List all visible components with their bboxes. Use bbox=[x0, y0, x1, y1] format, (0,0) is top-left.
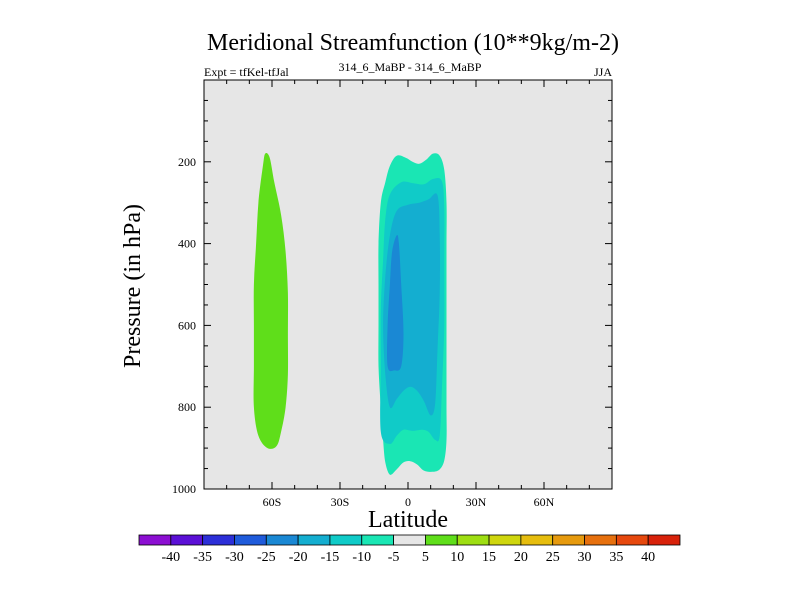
colorbar-box bbox=[234, 534, 267, 546]
y-tick-label: 1000 bbox=[172, 482, 196, 496]
colorbar-box bbox=[425, 534, 458, 546]
colorbar-label: 15 bbox=[482, 550, 496, 565]
colorbar-box bbox=[138, 534, 172, 546]
colorbar-label: 20 bbox=[514, 550, 528, 565]
y-tick-label: 400 bbox=[178, 237, 196, 251]
x-axis-label: Latitude bbox=[368, 507, 448, 533]
experiment-string: Expt = tfKel-tfJal bbox=[204, 65, 289, 79]
colorbar-label: 5 bbox=[422, 550, 429, 565]
colorbar-box bbox=[170, 534, 204, 546]
contour-region-positive-5-to-10 bbox=[253, 153, 289, 449]
y-tick-label: 200 bbox=[178, 155, 196, 169]
y-axis-label: Pressure (in hPa) bbox=[120, 204, 146, 368]
colorbar-label: 25 bbox=[546, 550, 560, 565]
colorbar-box bbox=[488, 534, 522, 546]
contour-fills bbox=[253, 153, 447, 475]
colorbar-label: -10 bbox=[352, 550, 371, 565]
colorbar-label: -5 bbox=[388, 550, 400, 565]
colorbar-label: 30 bbox=[578, 550, 592, 565]
colorbar-label: -15 bbox=[321, 550, 340, 565]
colorbar-box bbox=[202, 534, 235, 546]
colorbar-box bbox=[552, 534, 585, 546]
colorbar-label: 35 bbox=[609, 550, 623, 565]
colorbar-box bbox=[361, 534, 394, 546]
x-tick-label: 30N bbox=[466, 495, 487, 509]
colorbar-label: -35 bbox=[193, 550, 212, 565]
colorbar-box bbox=[584, 534, 617, 546]
colorbar-box bbox=[393, 534, 426, 546]
x-tick-label: 30S bbox=[331, 495, 350, 509]
colorbar-box bbox=[329, 534, 363, 546]
colorbar-box bbox=[265, 534, 299, 546]
y-tick-label: 800 bbox=[178, 400, 196, 414]
colorbar-box bbox=[647, 534, 681, 546]
x-tick-label: 60N bbox=[534, 495, 555, 509]
y-tick-label: 600 bbox=[178, 318, 196, 332]
colorbar-box bbox=[297, 534, 331, 546]
x-tick-label: 0 bbox=[405, 495, 411, 509]
colorbar-box bbox=[615, 534, 649, 546]
colorbar-label: -25 bbox=[257, 550, 276, 565]
colorbar-box bbox=[520, 534, 554, 546]
x-tick-label: 60S bbox=[263, 495, 282, 509]
case-string: 314_6_MaBP - 314_6_MaBP bbox=[339, 60, 482, 74]
contour-region-negative-20-to-25 bbox=[387, 234, 404, 372]
colorbar-label: 40 bbox=[641, 550, 655, 565]
x-axis: 60S 30S 0 30N 60N bbox=[203, 80, 613, 509]
colorbar-label: -30 bbox=[225, 550, 244, 565]
colorbar-label: -40 bbox=[161, 550, 180, 565]
colorbar-label: 10 bbox=[450, 550, 464, 565]
y-axis: 200 400 600 800 1000 bbox=[172, 99, 612, 496]
colorbar-box bbox=[456, 534, 490, 546]
colorbar: -40 -35 -30 -25 -20 -15 -10 -5 5 10 15 20 25 30 35 40 bbox=[138, 534, 681, 565]
season-string: JJA bbox=[594, 65, 612, 79]
colorbar-label: -20 bbox=[289, 550, 308, 565]
chart-title: Meridional Streamfunction (10**9kg/m-2) bbox=[207, 30, 619, 56]
